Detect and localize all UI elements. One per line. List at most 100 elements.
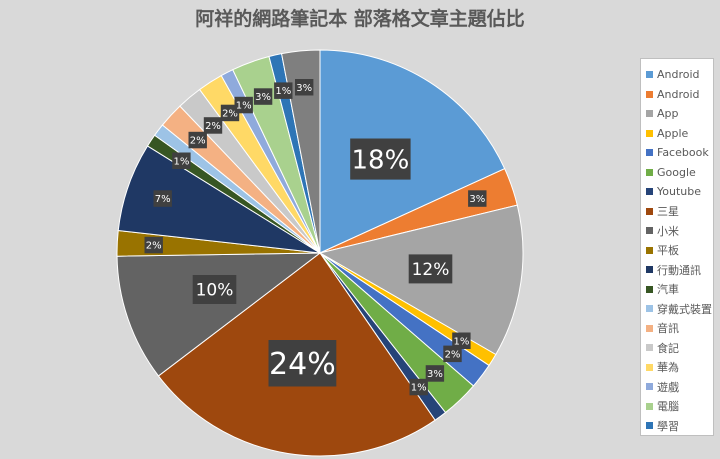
data-label-box	[188, 131, 207, 149]
data-label: 2%	[188, 131, 207, 149]
legend-label: 穿戴式裝置	[657, 302, 712, 316]
legend-swatch	[646, 344, 653, 352]
data-label-text: 3%	[427, 369, 443, 380]
legend-swatch	[646, 129, 653, 137]
legend-swatch	[646, 422, 653, 430]
data-label-text: 2%	[190, 136, 206, 147]
data-label: 7%	[153, 190, 172, 207]
legend-swatch	[646, 90, 653, 98]
data-label-text: 2%	[222, 109, 238, 120]
legend-item: App	[646, 104, 713, 124]
data-label-text: 1%	[453, 336, 469, 347]
legend-swatch	[646, 266, 653, 274]
legend-swatch	[646, 71, 653, 79]
data-label-box	[234, 96, 253, 114]
data-label: 3%	[425, 365, 445, 382]
legend-swatch	[646, 188, 653, 196]
data-label-box	[295, 79, 314, 96]
legend-swatch	[646, 207, 653, 215]
legend-item: 電腦	[646, 397, 713, 417]
legend-label: 電腦	[657, 400, 679, 414]
legend-swatch	[646, 227, 653, 235]
legend-item: Apple	[646, 124, 713, 144]
data-label-text: 1%	[173, 156, 189, 167]
legend-label: 食記	[657, 341, 679, 355]
legend-item: Android	[646, 65, 713, 85]
data-label: 3%	[295, 79, 314, 96]
data-label: 24%	[268, 340, 337, 387]
data-label-text: 24%	[269, 347, 336, 382]
data-label-box	[274, 82, 293, 99]
data-label: 18%	[350, 138, 411, 180]
legend-swatch	[646, 110, 653, 118]
data-label: 1%	[409, 378, 428, 396]
data-label-text: 3%	[296, 83, 312, 94]
legend-label: 平板	[657, 244, 679, 258]
data-label: 2%	[203, 117, 223, 134]
data-label-text: 12%	[412, 260, 450, 280]
legend-label: Google	[657, 165, 696, 179]
data-label-text: 2%	[146, 241, 162, 252]
legend-swatch	[646, 383, 653, 391]
data-label-box	[425, 365, 445, 382]
legend-swatch	[646, 149, 653, 157]
data-label-box	[468, 190, 487, 207]
legend-item: Facebook	[646, 143, 713, 163]
legend: Android Android App Apple Facebook Google Yout…	[640, 58, 714, 436]
data-label-text: 1%	[411, 383, 427, 394]
data-label-text: 7%	[155, 194, 171, 205]
data-label: 1%	[452, 332, 471, 349]
legend-swatch	[646, 402, 653, 410]
legend-label: 華為	[657, 361, 679, 375]
legend-item: 遊戲	[646, 377, 713, 397]
data-label-text: 2%	[445, 349, 461, 360]
data-label: 2%	[443, 345, 462, 363]
legend-item: 食記	[646, 338, 713, 358]
legend-item: Google	[646, 163, 713, 183]
data-label: 1%	[274, 82, 293, 99]
legend-label: 汽車	[657, 283, 679, 297]
data-label-box	[409, 378, 428, 396]
data-label-text: 3%	[469, 194, 485, 205]
legend-label: 小米	[657, 224, 679, 238]
data-label-text: 1%	[236, 101, 252, 112]
data-label-box	[144, 236, 163, 254]
legend-swatch	[646, 305, 653, 313]
legend-label: Youtube	[657, 185, 701, 199]
legend-swatch	[646, 324, 653, 332]
pie-slice	[319, 49, 506, 254]
chart-title: 阿祥的網路筆記本 部落格文章主題佔比	[195, 8, 525, 30]
legend-label: 遊戲	[657, 380, 679, 394]
legend-item: 平板	[646, 241, 713, 261]
data-label-text: 3%	[255, 92, 271, 103]
pie-slice	[280, 49, 321, 254]
legend-label: Apple	[657, 126, 689, 140]
legend-swatch	[646, 285, 653, 293]
legend-item: Youtube	[646, 182, 713, 202]
legend-label: Facebook	[657, 146, 709, 160]
data-label: 1%	[172, 152, 191, 169]
data-label: 2%	[144, 236, 163, 254]
legend-label: 行動通訊	[657, 263, 701, 277]
legend-label: Android	[657, 87, 700, 101]
data-label: 12%	[408, 254, 453, 284]
data-label-box	[172, 152, 191, 169]
legend-item: 行動通訊	[646, 260, 713, 280]
legend-swatch	[646, 168, 653, 176]
legend-swatch	[646, 363, 653, 371]
data-label-text: 2%	[205, 121, 221, 132]
data-label-box	[192, 275, 237, 304]
legend-item: Android	[646, 85, 713, 105]
data-label: 3%	[253, 88, 273, 105]
data-label-box	[443, 345, 462, 363]
legend-label: 三星	[657, 205, 679, 219]
data-label-box	[153, 190, 172, 207]
data-label: 3%	[468, 190, 487, 207]
data-label-box	[253, 88, 273, 105]
legend-item: 音訊	[646, 319, 713, 339]
data-label-box	[408, 254, 453, 284]
data-label-box	[452, 332, 471, 349]
data-label-text: 10%	[196, 281, 234, 301]
